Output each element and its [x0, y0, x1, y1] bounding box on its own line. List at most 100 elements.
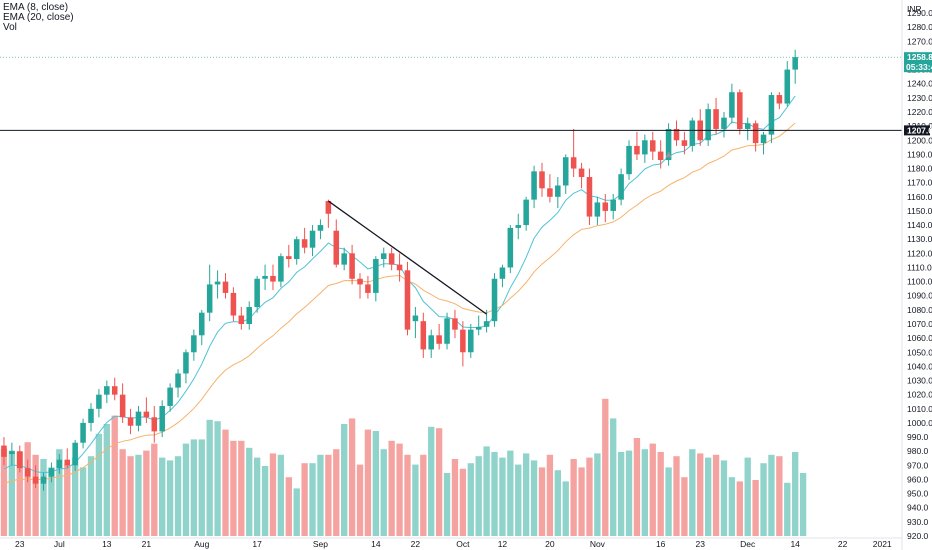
hline-tag-label: 1207.0 [907, 125, 932, 135]
x-tick-label: 23 [15, 539, 25, 549]
candle-body [483, 321, 490, 327]
volume-bar [578, 467, 585, 536]
volume-bar [182, 443, 190, 536]
volume-bar [760, 463, 767, 536]
volume-bar [111, 415, 118, 536]
volume-bar [119, 449, 126, 536]
volume-bar [206, 419, 213, 536]
candle-body [301, 239, 308, 248]
candle-body [278, 256, 284, 282]
price-axis[interactable]: 920.0 930.0 940.0 950.0 960.0 970.0 980.0 990.0… [901, 0, 932, 550]
volume-bar [64, 464, 71, 536]
candle-body [40, 476, 47, 484]
y-tick-label: 1240.0 [907, 79, 932, 89]
x-tick-label: 20 [545, 539, 555, 549]
candle-body [744, 123, 751, 129]
volume-bar [768, 454, 775, 536]
candle-body [143, 411, 150, 418]
volume-bar [530, 460, 538, 536]
volume-bar [190, 439, 198, 536]
volume-bar [673, 456, 680, 536]
candle-body [48, 468, 55, 477]
candle-body [349, 253, 355, 279]
candle-body [618, 174, 624, 200]
candle-body [468, 329, 474, 353]
volume-bar [499, 457, 506, 536]
volume-bar [697, 453, 704, 536]
candle-body [373, 258, 379, 293]
volume-bar [704, 457, 712, 536]
y-tick-label: 1070.0 [907, 319, 932, 329]
candle-body [428, 335, 434, 350]
volume-bar [95, 433, 103, 536]
volume-bar [143, 450, 150, 536]
volume-bar [554, 470, 561, 536]
volume-bar [222, 429, 229, 536]
candle-body [357, 278, 363, 285]
volume-bar [799, 473, 807, 536]
last-price-label: 1258.8 [907, 52, 932, 62]
y-tick-label: 1290.0 [907, 8, 932, 18]
time-axis[interactable]: 23 Jul 13 21 Aug 17 Sep 14 22 Oct 12 20 Nov 16 23 Dec 14… [0, 537, 902, 549]
ema-lines [3, 95, 796, 485]
volume-bar [388, 440, 395, 536]
candle-body [88, 408, 94, 423]
volume-bar [507, 450, 514, 536]
volume-bar [752, 480, 759, 536]
volume-bar [404, 454, 411, 536]
y-tick-label: 1220.0 [907, 107, 932, 117]
volume-bar [689, 449, 696, 536]
volume-bar [16, 452, 23, 536]
y-tick-label: 1110.0 [907, 262, 932, 272]
y-tick-label: 950.0 [907, 489, 929, 499]
x-tick-label: 14 [790, 539, 800, 549]
y-tick-label: 1000.0 [907, 418, 932, 428]
candle-body [412, 315, 419, 322]
candle-body [96, 394, 102, 409]
volume-bar [586, 457, 593, 536]
volume-bar [151, 443, 158, 536]
volume-bar [301, 463, 308, 536]
volume-bar [277, 454, 285, 536]
volume-bar [214, 421, 221, 536]
volume-bar [230, 440, 237, 536]
candles [1, 49, 798, 491]
candle-body [127, 417, 134, 426]
candle-body [56, 459, 63, 469]
x-tick-label: 2021 [873, 539, 892, 549]
volume-bar [348, 418, 356, 536]
x-tick-label: 17 [252, 539, 262, 549]
volume-bar [451, 459, 459, 536]
candle-body [151, 417, 158, 432]
y-tick-label: 1180.0 [907, 164, 932, 174]
y-tick-label: 1130.0 [907, 234, 932, 244]
volume-bar [728, 477, 736, 536]
candle-body [254, 278, 260, 308]
candle-body [452, 318, 458, 330]
volume-bar [166, 460, 174, 536]
candle-body [507, 227, 514, 268]
candle-body [626, 145, 632, 175]
volume-bar [269, 453, 277, 536]
candle-body [191, 335, 197, 353]
candle-body [586, 177, 593, 217]
y-tick-label: 970.0 [907, 460, 929, 470]
volume-bar [72, 457, 79, 536]
candle-body [555, 185, 561, 197]
x-tick-label: Jul [54, 539, 65, 549]
volume-bar [562, 481, 569, 536]
x-tick-label: 23 [696, 539, 706, 549]
candle-body [689, 120, 696, 146]
candle-body [578, 168, 585, 178]
candle-body [206, 284, 213, 313]
volume-bar [720, 460, 728, 536]
volume-bar [546, 454, 554, 536]
candle-body [491, 278, 498, 322]
volume-bar [198, 439, 205, 536]
x-tick-label: 14 [371, 539, 381, 549]
volume-bar [641, 449, 649, 536]
volume-bar [570, 459, 577, 536]
y-tick-label: 1010.0 [907, 404, 932, 414]
volume-bar [420, 454, 427, 536]
